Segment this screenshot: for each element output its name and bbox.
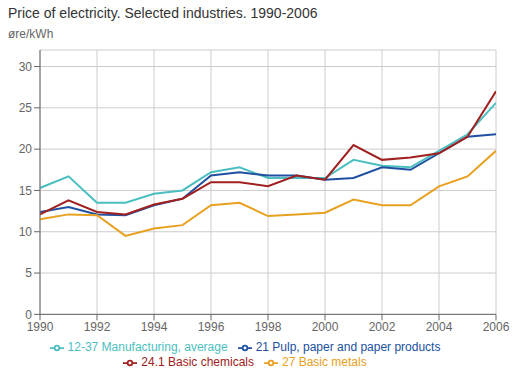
svg-text:1990: 1990 <box>27 320 54 334</box>
svg-text:1998: 1998 <box>255 320 282 334</box>
html-text:øre/kWh: øre/kWh <box>8 27 54 41</box>
svg-text:2002: 2002 <box>369 320 396 334</box>
svg-text:2004: 2004 <box>426 320 453 334</box>
svg-text:15: 15 <box>19 184 33 198</box>
svg-text:1996: 1996 <box>198 320 225 334</box>
svg-text:2006: 2006 <box>483 320 508 334</box>
svg-text:30: 30 <box>19 60 33 74</box>
svg-text:5: 5 <box>25 266 32 280</box>
html-text:12-37 Manufacturing, average: 12-37 Manufacturing, average <box>67 340 228 355</box>
svg-text:1992: 1992 <box>84 320 111 334</box>
html-text:24.1 Basic chemicals: 24.1 Basic chemicals <box>141 355 254 370</box>
svg-text:0: 0 <box>25 308 32 322</box>
html-text:Price of electricity. Selected: Price of electricity. Selected industrie… <box>8 5 318 21</box>
html-text:27 Basic metals: 27 Basic metals <box>282 355 367 370</box>
svg-text:2000: 2000 <box>312 320 339 334</box>
svg-text:1994: 1994 <box>141 320 168 334</box>
svg-text:25: 25 <box>19 101 33 115</box>
html-text:21 Pulp, paper and paper produ: 21 Pulp, paper and paper products <box>255 340 441 355</box>
svg-text:10: 10 <box>19 225 33 239</box>
svg-text:20: 20 <box>19 142 33 156</box>
